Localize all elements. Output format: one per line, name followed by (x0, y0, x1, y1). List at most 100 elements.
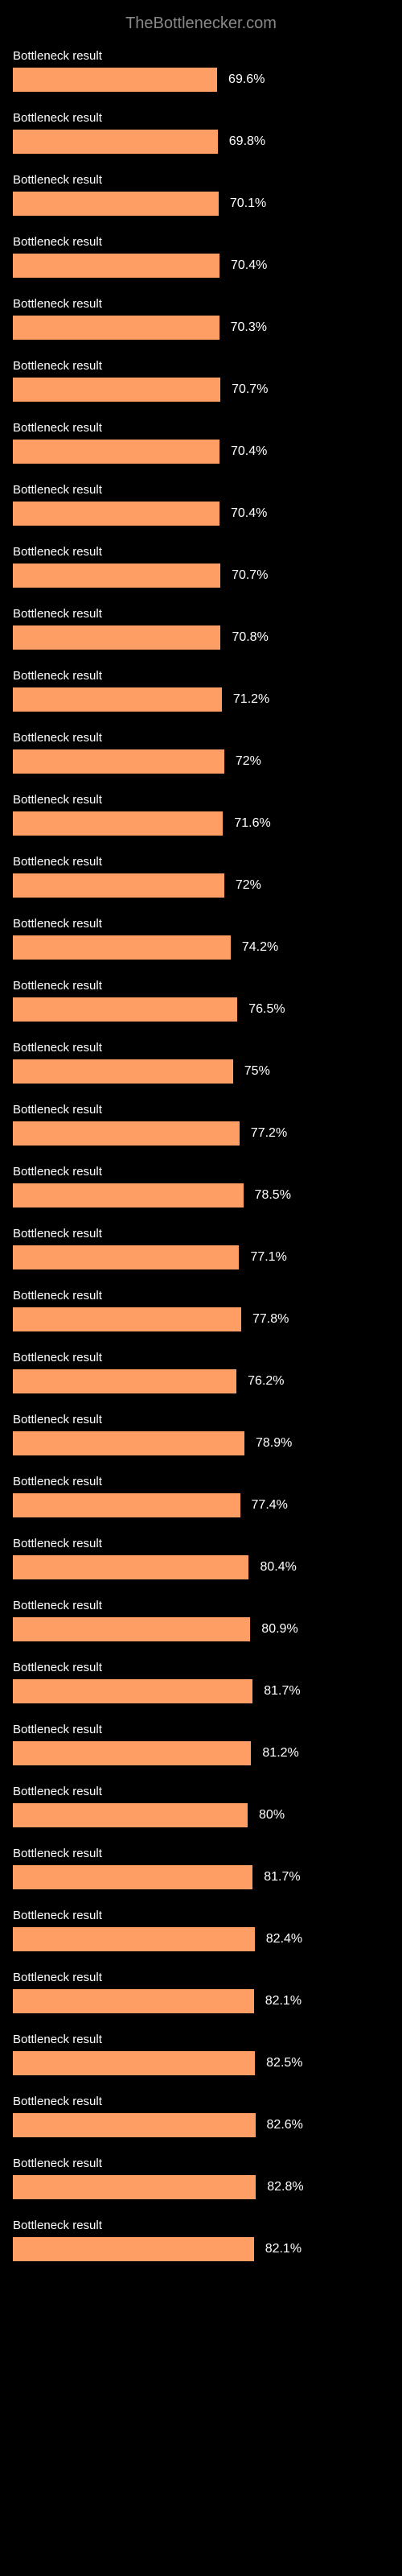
bar-value: 72% (224, 878, 261, 893)
bar-fill: 82.1% (13, 2237, 254, 2261)
bar-label: Bottleneck result (13, 1165, 389, 1179)
bar-value: 70.7% (220, 568, 268, 583)
bar-track: 76.5% (13, 997, 306, 1022)
bar-label: Bottleneck result (13, 421, 389, 435)
bar-label: Bottleneck result (13, 1413, 389, 1426)
bar-track: 82.1% (13, 1989, 306, 2013)
bar-fill: 69.8% (13, 130, 218, 154)
bar-label: Bottleneck result (13, 855, 389, 869)
bar-fill: 74.2% (13, 935, 231, 960)
bar-label: Bottleneck result (13, 49, 389, 63)
bar-value: 70.4% (219, 258, 267, 273)
bar-fill: 77.1% (13, 1245, 239, 1269)
bar-value: 82.1% (254, 2242, 302, 2256)
bar-value: 69.8% (218, 134, 265, 149)
bar-label: Bottleneck result (13, 1723, 389, 1736)
chart-row: Bottleneck result 78.9% (13, 1413, 389, 1455)
chart-row: Bottleneck result80.4% (13, 1537, 389, 1579)
bar-fill: 75% (13, 1059, 233, 1084)
chart-row: Bottleneck result 77.2% (13, 1103, 389, 1146)
bar-track: 81.7% (13, 1865, 306, 1889)
bar-label: Bottleneck result (13, 483, 389, 497)
bar-value: 78.9% (244, 1436, 292, 1451)
bar-label: Bottleneck result (13, 1475, 389, 1488)
bar-label: Bottleneck result (13, 1351, 389, 1364)
bar-label: Bottleneck result (13, 669, 389, 683)
chart-row: Bottleneck result70.4% (13, 235, 389, 278)
bar-track: 77.1% (13, 1245, 306, 1269)
bar-value: 76.2% (236, 1374, 284, 1389)
bar-label: Bottleneck result (13, 1103, 389, 1117)
chart-row: Bottleneck result72% (13, 731, 389, 774)
bar-label: Bottleneck result (13, 731, 389, 745)
bar-track: 75% (13, 1059, 306, 1084)
bar-track: 69.8% (13, 130, 306, 154)
bar-value: 70.1% (219, 196, 266, 211)
bar-fill: 80.4% (13, 1555, 248, 1579)
chart-row: Bottleneck result 70.4% (13, 483, 389, 526)
bar-fill: 70.7% (13, 564, 220, 588)
bar-value: 77.1% (239, 1250, 286, 1265)
bar-value: 71.6% (223, 816, 270, 831)
bar-track: 71.6% (13, 811, 306, 836)
bar-fill: 76.5% (13, 997, 237, 1022)
chart-row: Bottleneck result 72% (13, 855, 389, 898)
bar-fill: 77.4% (13, 1493, 240, 1517)
bar-track: 80.9% (13, 1617, 306, 1641)
chart-row: Bottleneck result 81.2% (13, 1723, 389, 1765)
chart-row: Bottleneck result82.6% (13, 2095, 389, 2137)
bar-track: 80% (13, 1803, 306, 1827)
bar-fill: 82.1% (13, 1989, 254, 2013)
bar-value: 70.7% (220, 382, 268, 397)
bar-value: 70.4% (219, 444, 267, 459)
bar-label: Bottleneck result (13, 1909, 389, 1922)
bar-label: Bottleneck result (13, 1785, 389, 1798)
chart-row: Bottleneck result81.7% (13, 1847, 389, 1889)
bar-track: 82.8% (13, 2175, 306, 2199)
chart-row: Bottleneck result75% (13, 1041, 389, 1084)
bar-value: 70.3% (219, 320, 267, 335)
bar-value: 69.6% (217, 72, 265, 87)
chart-row: Bottleneck result 80% (13, 1785, 389, 1827)
bar-track: 82.4% (13, 1927, 306, 1951)
bar-track: 80.4% (13, 1555, 306, 1579)
bar-label: Bottleneck result (13, 607, 389, 621)
bar-fill: 80% (13, 1803, 248, 1827)
bar-fill: 70.3% (13, 316, 219, 340)
bar-label: Bottleneck result (13, 917, 389, 931)
chart-row: Bottleneck result 76.5% (13, 979, 389, 1022)
bar-label: Bottleneck result (13, 173, 389, 187)
chart-row: Bottleneck result 82.4% (13, 1909, 389, 1951)
chart-row: Bottleneck result 70.4% (13, 421, 389, 464)
bar-value: 82.5% (255, 2056, 302, 2070)
bar-fill: 71.2% (13, 687, 222, 712)
bar-track: 78.5% (13, 1183, 306, 1208)
bar-value: 81.2% (251, 1746, 298, 1761)
chart-row: Bottleneck result82.5% (13, 2033, 389, 2075)
bar-track: 70.4% (13, 502, 306, 526)
bar-fill: 71.6% (13, 811, 223, 836)
bar-fill: 78.9% (13, 1431, 244, 1455)
bar-value: 82.8% (256, 2180, 303, 2194)
bar-label: Bottleneck result (13, 1227, 389, 1241)
chart-row: Bottleneck result70.8% (13, 607, 389, 650)
bar-fill: 77.2% (13, 1121, 240, 1146)
bar-track: 82.5% (13, 2051, 306, 2075)
bar-track: 76.2% (13, 1369, 306, 1393)
bar-fill: 69.6% (13, 68, 217, 92)
bar-track: 70.1% (13, 192, 306, 216)
bar-fill: 72% (13, 873, 224, 898)
bar-value: 77.2% (240, 1126, 287, 1141)
bar-label: Bottleneck result (13, 979, 389, 993)
bar-track: 70.4% (13, 254, 306, 278)
bar-fill: 81.7% (13, 1865, 252, 1889)
bar-fill: 82.8% (13, 2175, 256, 2199)
bar-value: 74.2% (231, 940, 278, 955)
bar-fill: 70.4% (13, 440, 219, 464)
bar-label: Bottleneck result (13, 793, 389, 807)
bar-track: 69.6% (13, 68, 306, 92)
chart-row: Bottleneck result 78.5% (13, 1165, 389, 1208)
bar-value: 81.7% (252, 1870, 300, 1885)
bar-fill: 82.5% (13, 2051, 255, 2075)
chart-row: Bottleneck result 71.2% (13, 669, 389, 712)
